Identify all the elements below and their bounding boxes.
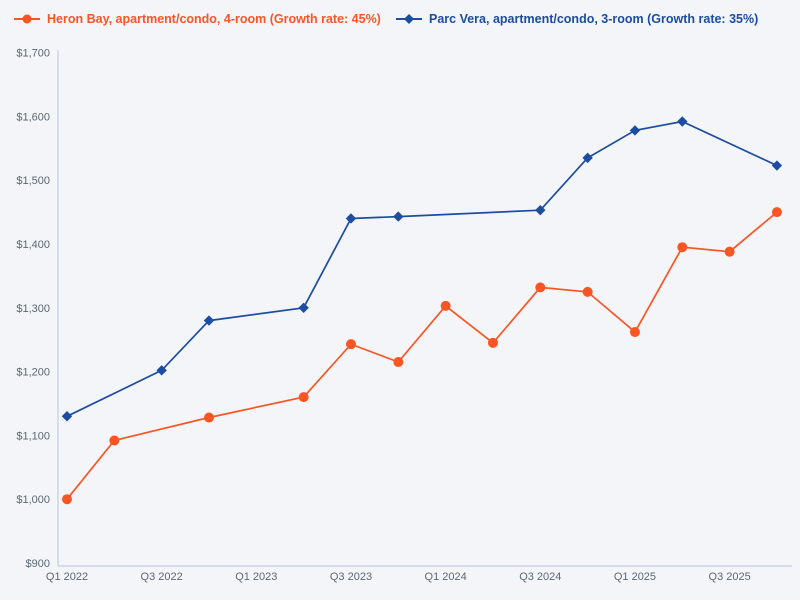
x-tick-label: Q3 2025 [709,571,751,583]
data-point-diamond [535,204,546,216]
y-tick-label: $1,100 [16,430,50,442]
legend: Heron Bay, apartment/condo, 4-room (Grow… [0,8,800,30]
data-point-circle [724,246,735,257]
y-tick-label: $1,700 [16,48,50,60]
data-point-diamond [771,160,783,171]
x-tick-label: Q3 2023 [330,571,372,583]
data-point-circle [203,412,214,423]
x-tick-label: Q1 2022 [46,571,88,583]
legend-label-heron-bay: Heron Bay, apartment/condo, 4-room (Grow… [47,12,381,26]
x-tick-label: Q1 2024 [425,571,467,583]
data-point-circle [345,339,356,350]
data-point-diamond [393,211,404,222]
y-tick-label: $1,300 [16,303,50,315]
legend-label-parc-vera: Parc Vera, apartment/condo, 3-room (Grow… [429,12,759,26]
data-point-circle [109,435,120,446]
data-point-circle [535,282,546,293]
y-tick-label: $1,400 [16,239,50,251]
data-point-circle [677,242,688,253]
y-tick-label: $1,500 [16,175,50,187]
data-point-circle [62,494,72,505]
data-point-diamond [61,411,73,422]
x-tick-label: Q3 2022 [141,571,183,583]
x-tick-label: Q1 2025 [614,571,656,583]
y-tick-label: $900 [26,558,50,570]
legend-item-heron-bay[interactable]: Heron Bay, apartment/condo, 4-room (Grow… [14,8,381,30]
diamond-marker-icon [396,14,422,24]
data-point-diamond [203,315,215,326]
data-point-diamond [582,152,593,164]
y-tick-label: $1,600 [16,111,50,123]
data-point-circle [440,300,451,311]
y-tick-label: $1,200 [16,367,50,379]
data-point-circle [629,327,640,338]
series-line-heron-bay [66,211,778,500]
data-point-diamond [156,365,167,376]
data-point-circle [487,337,498,348]
circle-marker-icon [14,14,40,24]
data-point-circle [582,286,593,297]
x-tick-label: Q1 2023 [235,571,277,583]
data-point-circle [393,357,404,368]
data-point-diamond [677,116,688,127]
data-point-circle [298,392,309,403]
data-point-diamond [298,302,309,313]
y-tick-label: $1,000 [16,494,50,506]
data-point-diamond [629,125,641,136]
data-point-circle [771,207,782,218]
x-tick-label: Q3 2024 [519,571,561,583]
legend-item-parc-vera[interactable]: Parc Vera, apartment/condo, 3-room (Grow… [396,8,758,30]
data-point-diamond [345,213,357,224]
